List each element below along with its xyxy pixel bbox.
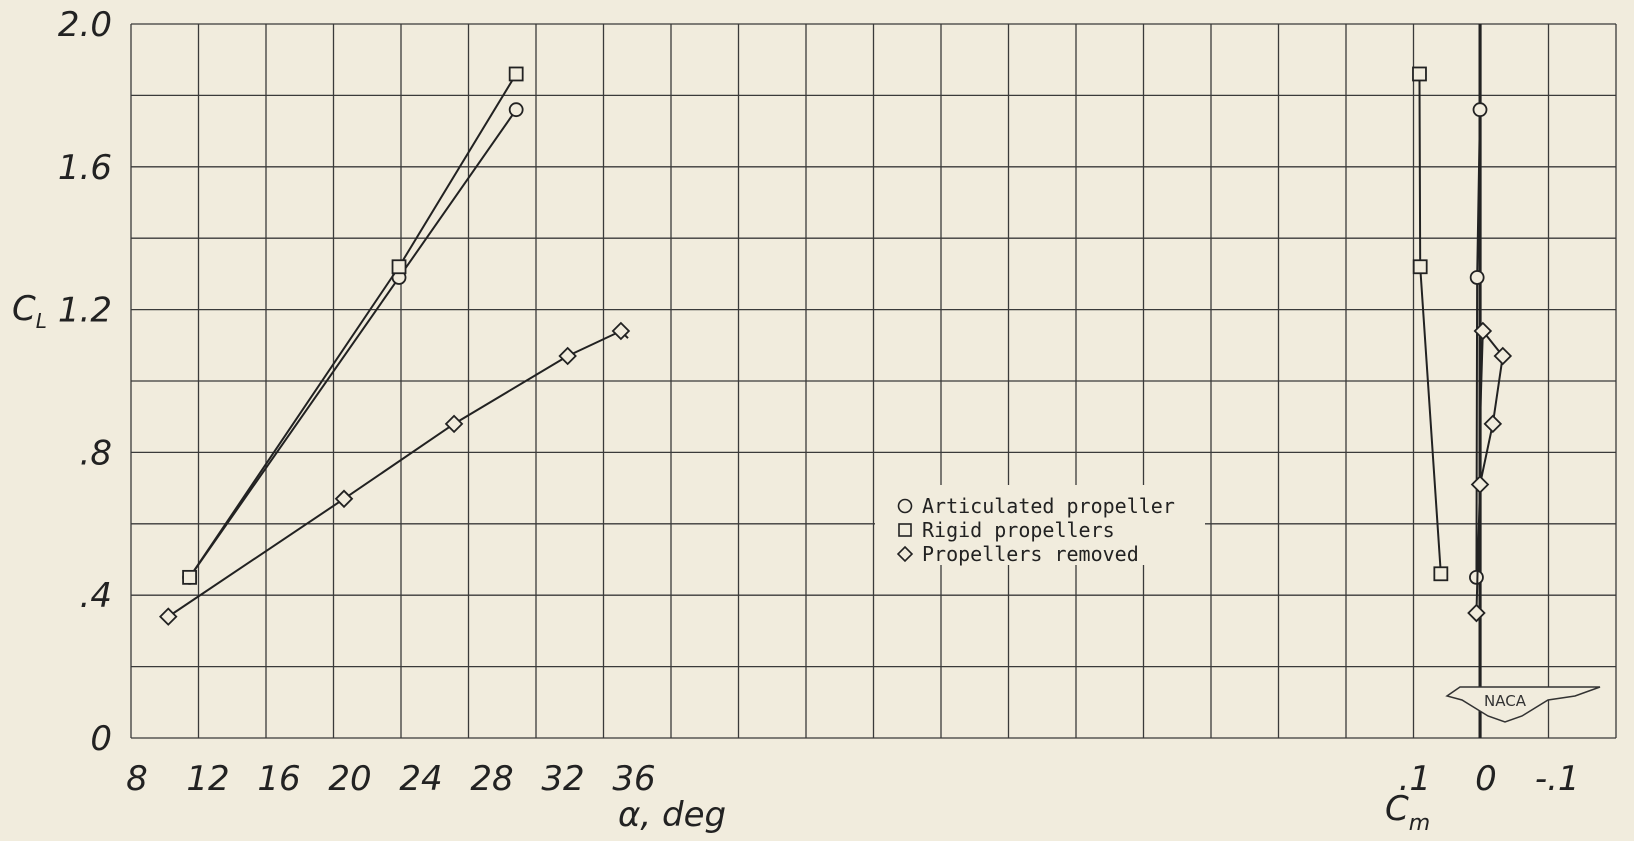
x-tick-label: 12 bbox=[186, 759, 229, 799]
propellers-removed-point bbox=[1473, 321, 1493, 341]
articulated-propeller-point bbox=[508, 102, 524, 118]
legend-label-articulated: Articulated propeller bbox=[922, 494, 1175, 518]
propellers-removed-point bbox=[1470, 475, 1490, 494]
x-tick-label: 32 bbox=[541, 759, 584, 799]
naca-logo: NACA bbox=[1445, 686, 1601, 723]
propellers-removed-point bbox=[1483, 414, 1503, 434]
y-tick-label: .4 bbox=[80, 576, 112, 616]
legend-label-rigid: Rigid propellers bbox=[922, 518, 1115, 542]
propellers-removed-line bbox=[1475, 328, 1504, 614]
propellers-removed-point bbox=[558, 346, 577, 366]
x-tick-label: 16 bbox=[257, 759, 300, 799]
cm-tick-label: .1 bbox=[1399, 759, 1431, 799]
y-axis-label: CL bbox=[12, 289, 47, 333]
cm-tick-label: 0 bbox=[1475, 759, 1497, 799]
propellers-removed-point bbox=[159, 607, 178, 626]
x-tick-label: 8 bbox=[126, 759, 148, 799]
series-layer bbox=[159, 66, 1513, 626]
rigid-propellers-line bbox=[188, 73, 518, 578]
propellers-removed-line bbox=[167, 329, 629, 618]
rigid-propellers-point bbox=[391, 259, 407, 275]
x-tick-label: 36 bbox=[612, 759, 655, 799]
y-tick-label: .8 bbox=[80, 433, 112, 473]
rigid-propellers-line bbox=[1418, 73, 1442, 574]
x-axis-label-cm: Cm bbox=[1385, 789, 1430, 836]
propellers-removed-point bbox=[611, 321, 631, 341]
y-tick-label: 2.0 bbox=[58, 5, 112, 45]
tick-labels: 8 12 16 20 24 28 32 36 0 .4 .8 1.2 1.6 2.0 .1 0 -.1 bbox=[58, 5, 1580, 799]
propellers-removed-point bbox=[444, 414, 464, 434]
y-tick-label: 1.6 bbox=[58, 148, 112, 188]
legend: Articulated propeller Rigid propellers P… bbox=[875, 485, 1205, 566]
naca-logo-wings bbox=[1445, 686, 1601, 723]
rigid-propellers-point bbox=[182, 569, 197, 585]
propellers-removed-point bbox=[334, 489, 354, 509]
legend-label-removed: Propellers removed bbox=[922, 542, 1139, 566]
y-tick-label: 0 bbox=[90, 719, 112, 759]
grid bbox=[130, 23, 1617, 739]
rigid-propellers-point bbox=[508, 66, 524, 82]
rigid-propellers-point bbox=[1412, 259, 1428, 275]
legend-marker-square bbox=[898, 523, 912, 537]
naca-logo-text: NACA bbox=[1484, 692, 1527, 710]
x-tick-label: 20 bbox=[328, 759, 371, 799]
legend-marker-diamond bbox=[896, 545, 914, 563]
articulated-propeller-point bbox=[1469, 270, 1485, 285]
articulated-propeller-point bbox=[1472, 102, 1488, 118]
legend-marker-circle bbox=[897, 498, 913, 514]
x-axis-label-alpha: α, deg bbox=[618, 795, 726, 835]
cm-tick-label: -.1 bbox=[1535, 759, 1580, 799]
rigid-propellers-point bbox=[1412, 66, 1427, 82]
x-tick-label: 28 bbox=[470, 759, 513, 799]
y-tick-label: 1.2 bbox=[58, 291, 112, 331]
rigid-propellers-point bbox=[1433, 566, 1449, 582]
articulated-propeller-line bbox=[188, 109, 517, 578]
propellers-removed-point bbox=[1467, 603, 1486, 623]
propellers-removed-point bbox=[1493, 346, 1513, 366]
x-tick-label: 24 bbox=[399, 759, 442, 799]
